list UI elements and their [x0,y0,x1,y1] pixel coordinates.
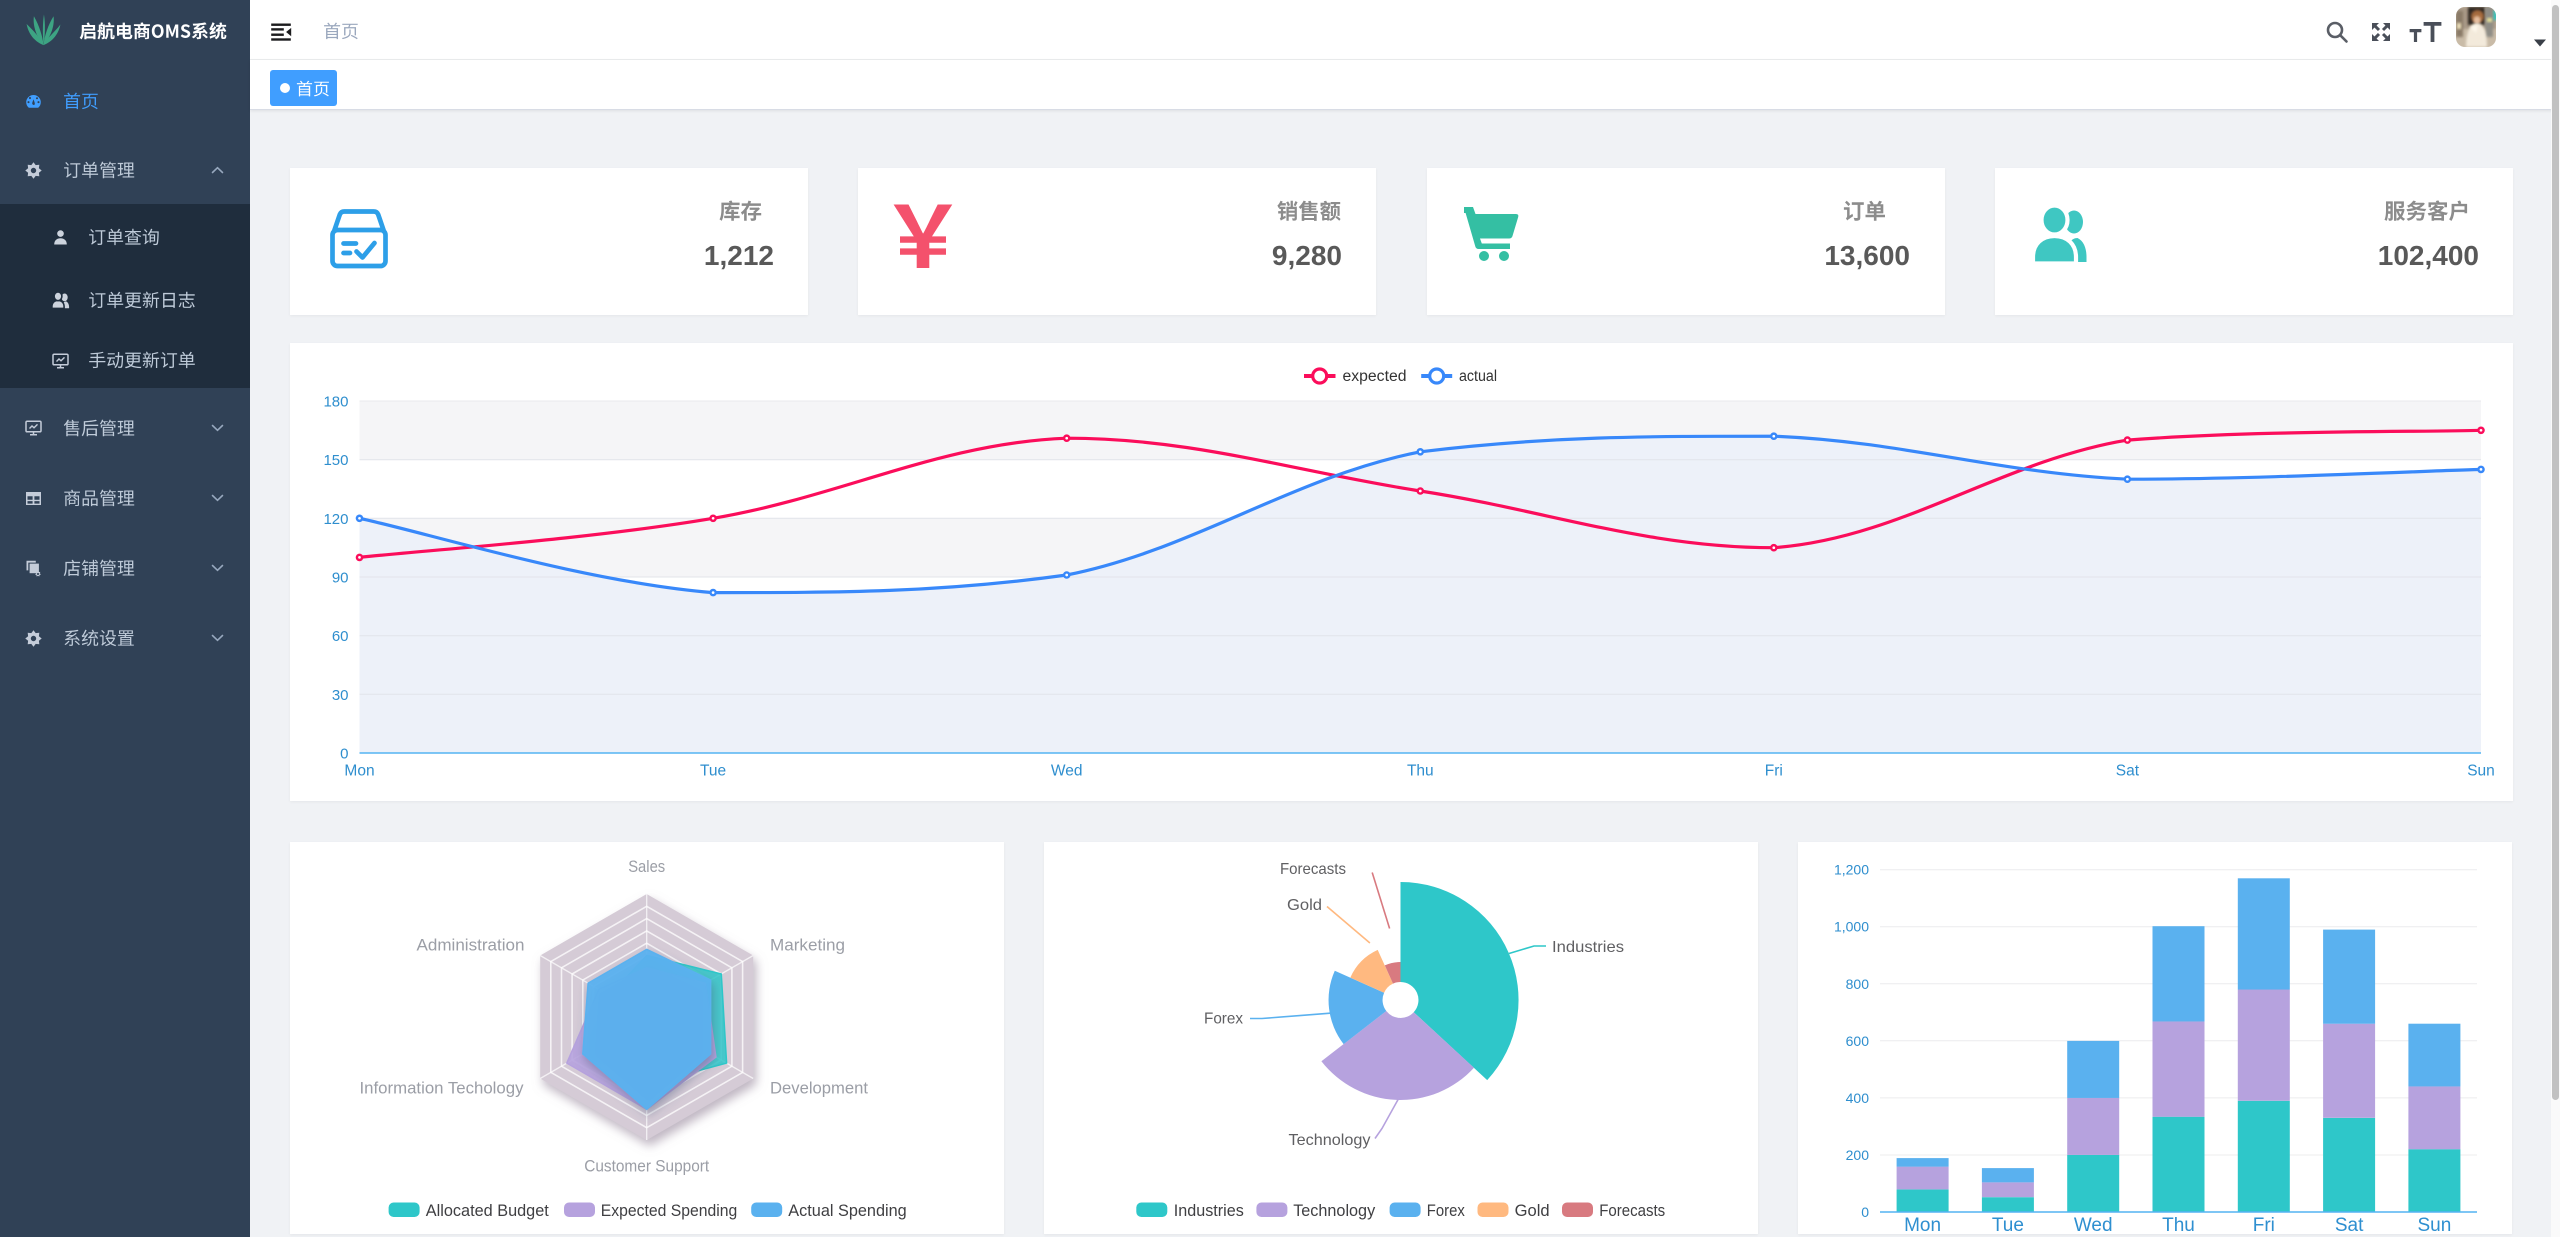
svg-text:Information Techology: Information Techology [360,1078,524,1097]
svg-text:Actual Spending: Actual Spending [788,1202,906,1220]
svg-text:Sales: Sales [628,857,665,876]
svg-text:Fri: Fri [2253,1215,2275,1234]
svg-text:0: 0 [1861,1204,1869,1220]
svg-text:Industries: Industries [1552,939,1624,956]
svg-text:90: 90 [331,570,348,587]
svg-text:Forecasts: Forecasts [1280,861,1346,878]
svg-text:200: 200 [1846,1147,1870,1163]
svg-text:150: 150 [323,452,348,469]
svg-text:Gold: Gold [1515,1202,1550,1220]
svg-text:Forex: Forex [1204,1010,1243,1027]
svg-text:Industries: Industries [1174,1202,1244,1220]
svg-text:Forecasts: Forecasts [1599,1202,1665,1220]
svg-text:Sun: Sun [2417,1215,2451,1234]
svg-text:400: 400 [1846,1089,1870,1105]
svg-text:Gold: Gold [1287,897,1322,914]
svg-text:Expected Spending: Expected Spending [601,1202,738,1220]
svg-text:Technology: Technology [1293,1202,1376,1220]
svg-text:60: 60 [331,628,348,645]
svg-text:Sun: Sun [2467,763,2495,780]
svg-text:1,200: 1,200 [1834,861,1869,877]
svg-text:Development: Development [770,1078,868,1097]
svg-text:Thu: Thu [2162,1215,2195,1234]
svg-text:Tue: Tue [1992,1215,2024,1234]
svg-text:Wed: Wed [1050,763,1082,780]
svg-text:expected: expected [1342,368,1406,385]
svg-text:1,000: 1,000 [1834,918,1869,934]
svg-text:Mon: Mon [344,763,374,780]
svg-text:Tue: Tue [700,763,726,780]
svg-text:Sat: Sat [2335,1215,2364,1234]
svg-text:800: 800 [1846,975,1870,991]
svg-text:Forex: Forex [1427,1202,1466,1220]
svg-text:Wed: Wed [2074,1215,2113,1234]
svg-text:Mon: Mon [1904,1215,1941,1234]
svg-text:30: 30 [331,687,348,704]
svg-text:actual: actual [1459,368,1497,385]
svg-text:Administration: Administration [417,935,525,954]
svg-text:Fri: Fri [1764,763,1782,780]
svg-text:Thu: Thu [1406,763,1433,780]
svg-text:Technology: Technology [1289,1132,1371,1149]
svg-text:0: 0 [340,746,348,763]
svg-text:120: 120 [323,511,348,528]
svg-text:600: 600 [1846,1032,1870,1048]
svg-text:180: 180 [323,394,348,411]
svg-text:Allocated Budget: Allocated Budget [426,1202,549,1220]
svg-text:Customer Support: Customer Support [584,1156,709,1175]
svg-text:Sat: Sat [2115,763,2139,780]
svg-text:Marketing: Marketing [770,935,845,954]
